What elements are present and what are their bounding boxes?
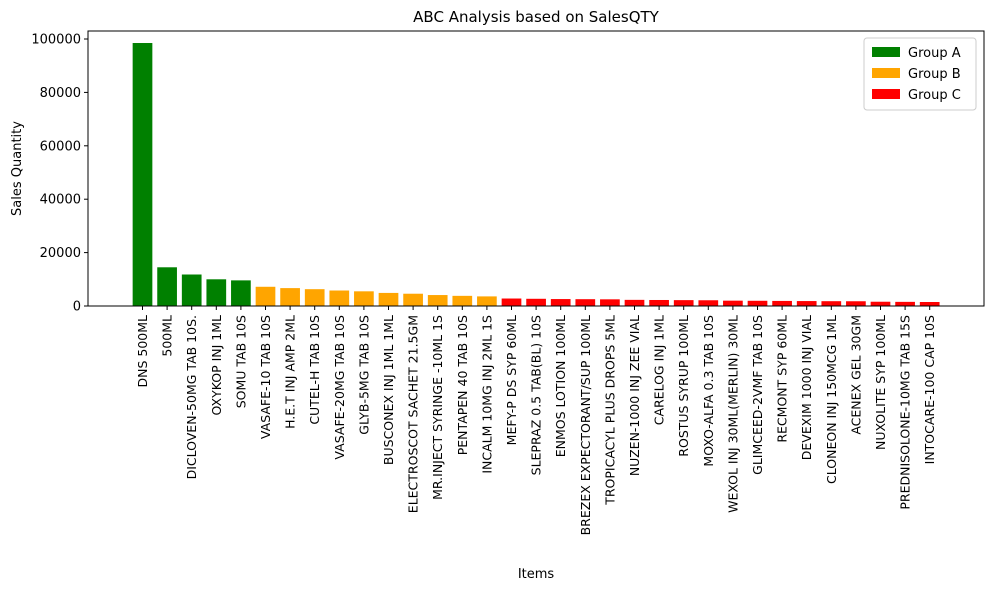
bar-11	[403, 293, 423, 306]
x-tick-label-31: PREDNISOLONE-10MG TAB 15S	[898, 315, 913, 510]
bar-7	[304, 289, 325, 306]
y-tick-label-5: 100000	[31, 33, 81, 48]
bar-20	[624, 299, 645, 306]
x-axis-label: Items	[518, 567, 555, 582]
bar-26	[772, 300, 792, 306]
bar-18	[575, 299, 596, 306]
bars-layer	[132, 43, 940, 306]
x-tick-label-2: DICLOVEN-50MG TAB 10S.	[184, 315, 199, 479]
x-tick-label-4: SOMU TAB 10S	[233, 315, 248, 408]
x-tick-label-21: CARELOG INJ 1ML	[652, 315, 667, 425]
x-tick-label-16: SLEPRAZ 0.5 TAB(BL) 10S	[529, 315, 544, 475]
x-axis: DNS 500ML 500ML DICLOVEN-50MG TAB 10S. OXYK…	[135, 306, 937, 535]
legend-label-2: Group C	[908, 88, 961, 103]
bar-22	[673, 300, 694, 306]
bar-14	[477, 296, 497, 306]
x-tick-label-15: MEFY-P DS SYP 60ML	[504, 315, 519, 445]
legend-swatch-0	[872, 47, 900, 57]
bar-29	[846, 301, 866, 306]
y-tick-label-3: 60000	[40, 139, 81, 154]
x-tick-label-27: DEVEXIM 1000 INJ VIAL	[799, 315, 814, 460]
y-tick-label-0: 0	[73, 300, 81, 315]
x-tick-label-12: MR.INJECT SYRINGE -10ML 1S	[430, 315, 445, 500]
x-tick-label-1: 500ML	[160, 315, 175, 357]
x-tick-label-30: NUXOLITE SYP 100ML	[873, 315, 888, 450]
x-tick-label-13: PENTAPEN 40 TAB 10S	[455, 315, 470, 455]
bar-0	[132, 43, 153, 306]
x-tick-label-19: TROPICACYL PLUS DROPS 5ML	[602, 315, 617, 506]
bar-30	[870, 301, 891, 306]
x-tick-label-7: CUTEL-H TAB 10S	[307, 315, 322, 425]
x-tick-label-18: BREZEX EXPECTORANT/SUP 100ML	[578, 315, 593, 535]
bar-4	[231, 280, 251, 306]
bar-1	[157, 267, 177, 306]
x-tick-label-26: RECMONT SYP 60ML	[775, 315, 790, 443]
x-tick-label-24: WEXOL INJ 30ML(MERLIN) 30ML	[725, 315, 740, 513]
x-tick-label-10: BUSCONEX INJ 1ML 1ML	[381, 315, 396, 465]
x-tick-label-8: VASAFE-20MG TAB 10S	[332, 315, 347, 460]
x-tick-label-6: H.E.T INJ AMP 2ML	[283, 315, 298, 429]
x-tick-label-20: NUZEN-1000 INJ ZEE VIAL	[627, 315, 642, 476]
bar-25	[747, 300, 768, 306]
bar-19	[600, 299, 620, 306]
y-axis: 0 20000 40000 60000 80000 100000	[31, 33, 88, 315]
plot-frame	[87, 30, 985, 307]
legend: Group A Group B Group C	[863, 37, 977, 111]
x-tick-label-25: GLIMCEED-2VMF TAB 10S	[750, 315, 765, 475]
bar-17	[550, 299, 571, 306]
bar-13	[452, 295, 473, 306]
bar-21	[649, 299, 669, 306]
bar-6	[280, 288, 300, 306]
bar-31	[895, 301, 915, 306]
x-tick-label-32: INTOCARE-100 CAP 10S	[922, 315, 937, 464]
bar-8	[329, 290, 350, 306]
bar-2	[181, 274, 202, 306]
bar-12	[427, 295, 448, 306]
x-tick-label-17: ENMOS LOTION 100ML	[553, 315, 568, 457]
x-tick-label-29: ACENEX GEL 30GM	[848, 315, 863, 435]
x-tick-label-9: GLYB-5MG TAB 10S	[356, 315, 371, 435]
bar-5	[255, 286, 276, 306]
x-tick-label-5: VASAFE-10 TAB 10S	[258, 315, 273, 439]
bar-24	[723, 300, 743, 306]
legend-label-1: Group B	[908, 67, 961, 82]
legend-label-0: Group A	[908, 46, 961, 61]
y-axis-label: Sales Quantity	[10, 121, 25, 216]
x-tick-label-0: DNS 500ML	[135, 315, 150, 388]
bar-16	[526, 298, 546, 306]
bar-23	[698, 300, 719, 306]
y-tick-label-2: 40000	[40, 193, 81, 208]
x-tick-label-28: CLONEON INJ 150MCG 1ML	[824, 315, 839, 484]
y-tick-label-1: 20000	[40, 246, 81, 261]
x-tick-label-14: INCALM 10MG INJ 2ML 1S	[479, 315, 494, 474]
x-tick-label-22: ROSTUS SYRUP 100ML	[676, 315, 691, 457]
bar-32	[919, 302, 940, 306]
legend-swatch-2	[872, 89, 900, 99]
x-tick-label-3: OXYKOP INJ 1ML	[209, 315, 224, 416]
x-tick-label-11: ELECTROSCOT SACHET 21.5GM	[406, 315, 421, 513]
x-tick-label-23: MOXO-ALFA 0.3 TAB 10S	[701, 315, 716, 467]
bar-3	[206, 279, 227, 306]
legend-swatch-1	[872, 68, 900, 78]
bar-27	[796, 301, 817, 306]
chart-title: ABC Analysis based on SalesQTY	[413, 8, 659, 26]
y-tick-label-4: 80000	[40, 86, 81, 101]
bar-10	[378, 292, 399, 306]
bar-28	[821, 301, 842, 306]
bar-15	[501, 298, 522, 306]
bar-9	[354, 291, 374, 306]
